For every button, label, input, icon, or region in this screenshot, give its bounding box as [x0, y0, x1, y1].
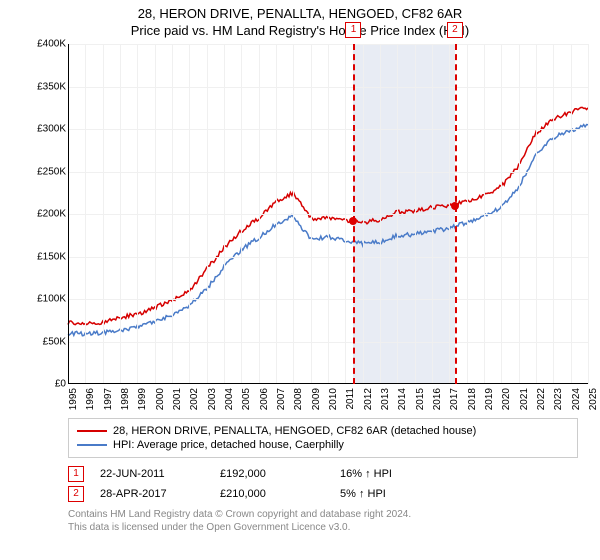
y-axis: £0£50K£100K£150K£200K£250K£300K£350K£400… [28, 44, 68, 384]
y-tick-label: £100K [37, 294, 66, 305]
legend-box: 28, HERON DRIVE, PENALLTA, HENGOED, CF82… [68, 418, 578, 458]
event-date: 28-APR-2017 [100, 488, 220, 500]
x-tick-label: 1998 [120, 388, 131, 410]
x-tick-label: 2017 [449, 388, 460, 410]
chart-area: £0£50K£100K£150K£200K£250K£300K£350K£400… [28, 44, 588, 414]
x-tick-label: 2018 [467, 388, 478, 410]
event-table-marker: 2 [68, 486, 84, 502]
x-axis: 1995 1996 1997 1998 1999 2000 2001 2002 2003 2004… [68, 384, 588, 414]
title-subtitle: Price paid vs. HM Land Registry's House … [10, 23, 590, 38]
x-tick-label: 1996 [85, 388, 96, 410]
x-tick-label: 2021 [519, 388, 530, 410]
x-tick-label: 2007 [276, 388, 287, 410]
event-hpi-delta: 5% ↑ HPI [340, 488, 460, 500]
legend-label-hpi: HPI: Average price, detached house, Caer… [113, 439, 344, 451]
y-tick-label: £50K [43, 336, 66, 347]
event-table-marker: 1 [68, 466, 84, 482]
y-tick-label: £200K [37, 209, 66, 220]
chart-container: 28, HERON DRIVE, PENALLTA, HENGOED, CF82… [0, 0, 600, 560]
event-price: £192,000 [220, 468, 340, 480]
x-tick-label: 2002 [189, 388, 200, 410]
y-tick-label: £300K [37, 124, 66, 135]
x-tick-label: 2006 [259, 388, 270, 410]
x-tick-label: 1997 [103, 388, 114, 410]
x-tick-label: 2022 [536, 388, 547, 410]
title-block: 28, HERON DRIVE, PENALLTA, HENGOED, CF82… [10, 6, 590, 38]
event-table-row: 1 22-JUN-2011£192,00016% ↑ HPI [68, 466, 578, 482]
x-tick-label: 2008 [293, 388, 304, 410]
y-tick-label: £400K [37, 39, 66, 50]
event-point [451, 202, 459, 210]
event-table: 1 22-JUN-2011£192,00016% ↑ HPI 2 28-APR-201… [68, 466, 578, 502]
x-tick-label: 2025 [588, 388, 599, 410]
x-tick-label: 2020 [501, 388, 512, 410]
x-tick-label: 2013 [380, 388, 391, 410]
event-marker-1: 1 [345, 22, 361, 38]
x-tick-label: 2024 [571, 388, 582, 410]
event-date: 22-JUN-2011 [100, 468, 220, 480]
x-tick-label: 1995 [68, 388, 79, 410]
legend-row-hpi: HPI: Average price, detached house, Caer… [77, 439, 569, 451]
y-tick-label: £350K [37, 81, 66, 92]
x-tick-label: 2014 [397, 388, 408, 410]
x-tick-label: 2015 [415, 388, 426, 410]
x-tick-label: 2005 [241, 388, 252, 410]
footer-line1: Contains HM Land Registry data © Crown c… [68, 508, 590, 521]
event-marker-2: 2 [447, 22, 463, 38]
legend-label-property: 28, HERON DRIVE, PENALLTA, HENGOED, CF82… [113, 425, 476, 437]
y-tick-label: £250K [37, 166, 66, 177]
x-tick-label: 2016 [432, 388, 443, 410]
title-address: 28, HERON DRIVE, PENALLTA, HENGOED, CF82… [10, 6, 590, 21]
event-price: £210,000 [220, 488, 340, 500]
y-tick-label: £0 [55, 379, 66, 390]
x-tick-label: 2003 [207, 388, 218, 410]
x-tick-label: 2023 [553, 388, 564, 410]
plot-region: 12 [68, 44, 588, 384]
x-tick-label: 2000 [155, 388, 166, 410]
legend-swatch-hpi [77, 444, 107, 446]
legend-swatch-property [77, 430, 107, 432]
y-tick-label: £150K [37, 251, 66, 262]
event-hpi-delta: 16% ↑ HPI [340, 468, 460, 480]
x-tick-label: 1999 [137, 388, 148, 410]
event-point [349, 217, 357, 225]
x-tick-label: 2010 [328, 388, 339, 410]
x-tick-label: 2012 [363, 388, 374, 410]
x-tick-label: 2004 [224, 388, 235, 410]
footer-line2: This data is licensed under the Open Gov… [68, 521, 590, 534]
event-table-row: 2 28-APR-2017£210,0005% ↑ HPI [68, 486, 578, 502]
event-line [353, 44, 355, 384]
x-tick-label: 2019 [484, 388, 495, 410]
event-line [455, 44, 457, 384]
x-tick-label: 2011 [345, 388, 356, 410]
legend-row-property: 28, HERON DRIVE, PENALLTA, HENGOED, CF82… [77, 425, 569, 437]
x-tick-label: 2009 [311, 388, 322, 410]
footer-text: Contains HM Land Registry data © Crown c… [68, 508, 590, 534]
x-tick-label: 2001 [172, 388, 183, 410]
